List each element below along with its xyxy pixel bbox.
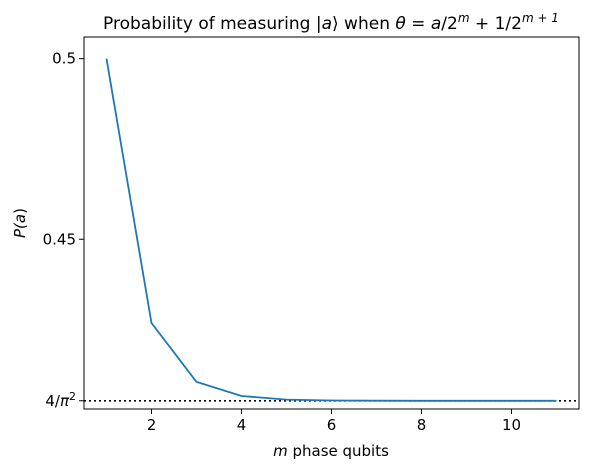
x-tick-label: 8 [417, 416, 427, 434]
x-tick-label: 2 [147, 416, 157, 434]
x-axis-ticks: 2 4 6 8 10 [147, 409, 521, 434]
x-tick-label: 4 [237, 416, 247, 434]
x-axis-label: m phase qubits [273, 442, 389, 460]
y-tick-label: 0.5 [52, 50, 76, 68]
chart-title: Probability of measuring |a⟩ when θ = a/… [103, 11, 559, 34]
y-axis-label: P(a) [11, 208, 29, 238]
y-axis-ticks: 0.5 0.45 4/π2 [43, 50, 84, 410]
y-tick-label: 4/π2 [45, 390, 76, 410]
plot-frame [83, 36, 580, 410]
x-tick-label: 6 [327, 416, 337, 434]
x-tick-label: 10 [502, 416, 521, 434]
y-tick-label: 0.45 [43, 230, 76, 248]
series-line [105, 58, 557, 402]
